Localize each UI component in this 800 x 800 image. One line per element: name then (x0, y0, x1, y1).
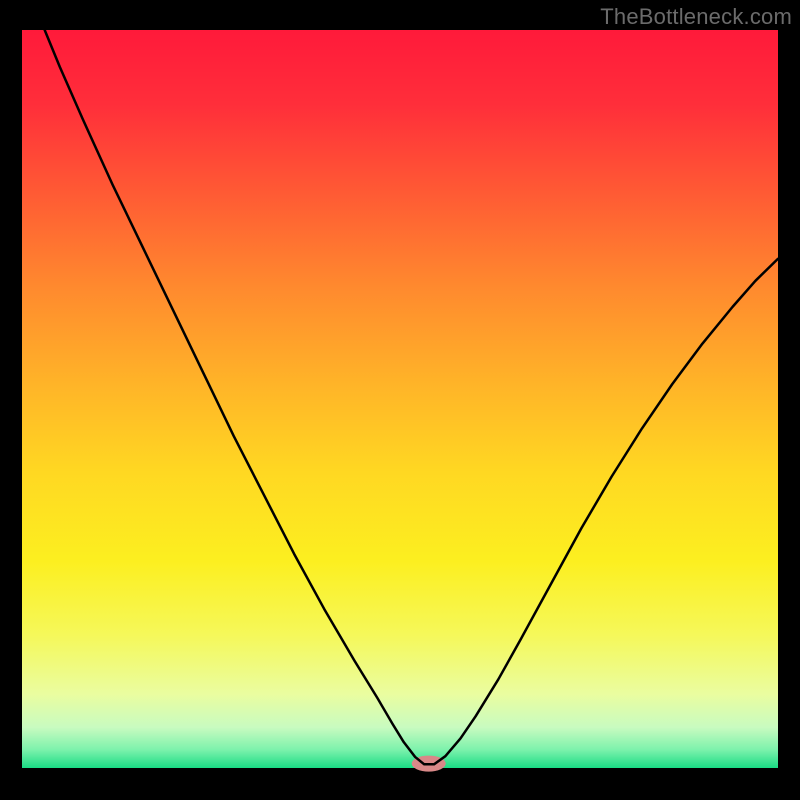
chart-container: TheBottleneck.com (0, 0, 800, 800)
watermark-text: TheBottleneck.com (600, 4, 792, 30)
bottleneck-chart (0, 0, 800, 800)
plot-background (22, 30, 778, 768)
